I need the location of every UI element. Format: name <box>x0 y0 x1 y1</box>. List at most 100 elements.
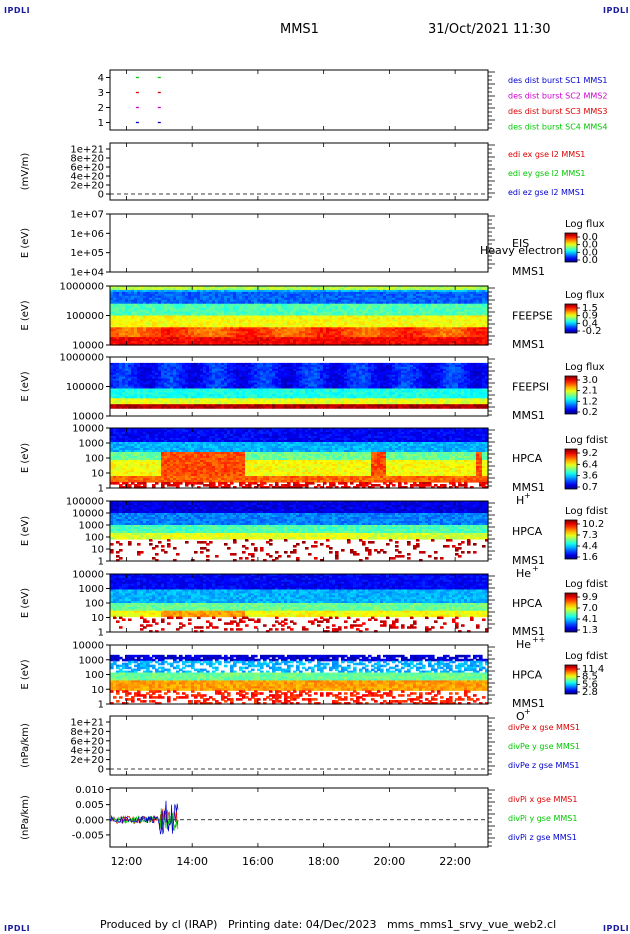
burst-ytick-label: 1 <box>98 118 104 129</box>
eis-colorbar-title: Log flux <box>565 219 605 230</box>
edi-ytick-label: 2e+20 <box>70 181 104 192</box>
hpca_he2-ytick-label: 1000 <box>79 584 104 595</box>
eis-panel: 1e+04 1e+05 1e+06 1e+07 E (eV) EIS MMS1 Heavy e… <box>20 210 605 279</box>
feepse-colorbar <box>564 303 578 334</box>
divpi-legend-entry: divPi x gse MMS1 <box>508 795 577 804</box>
x-tick-label: 16:00 <box>242 855 274 868</box>
feepse-colorbar-tick: 1.5 <box>582 303 598 314</box>
divpe-legend-entry: divPe z gse MMS1 <box>508 761 579 770</box>
page-date: 31/Oct/2021 11:30 <box>428 22 551 37</box>
feepsi-instrument-label: FEEPSI <box>512 381 549 394</box>
eis-spacecraft-label: MMS1 <box>512 265 545 278</box>
divpe-ytick-label: 4e+20 <box>70 746 104 757</box>
edi-frame <box>109 142 489 201</box>
hpca_h-ytick-label: 1 <box>98 484 104 495</box>
hpca_o-species-label: O <box>516 710 525 723</box>
hpca_he2-spectrogram <box>110 574 489 633</box>
divpi-panel: -0.005 0.000 0.005 0.010 (nPa/km) divPi x gse… <box>20 785 577 848</box>
feepsi-colorbar <box>564 375 578 415</box>
burst-ytick-label: 2 <box>98 103 104 114</box>
feepsi-spacecraft-label: MMS1 <box>512 409 545 422</box>
hpca_o-colorbar-title: Log fdist <box>565 651 608 662</box>
eis-instrument-label: EIS <box>512 237 529 250</box>
edi-legend-entry: edi ey gse l2 MMS1 <box>508 169 586 178</box>
burst-ytick-label: 4 <box>98 73 104 84</box>
hpca_h-instrument-label: HPCA <box>512 452 543 465</box>
divpi-ytick-label: 0.010 <box>75 785 104 796</box>
divpe-ytick-label: 2e+20 <box>70 755 104 766</box>
edi-legend-entry: edi ez gse l2 MMS1 <box>508 188 585 197</box>
hpca_he-ytick-label: 10 <box>91 545 104 556</box>
hpca_o-ytick-label: 10 <box>91 685 104 696</box>
divpe-ytick-label: 6e+20 <box>70 736 104 747</box>
burst-legend-entry: des dist burst SC1 MMS1 <box>508 76 607 85</box>
divpe-ytick-label: 0 <box>98 765 104 776</box>
edi-ytick-label: 0 <box>98 190 104 201</box>
hpca_h-spectrogram <box>110 428 489 489</box>
divpe-ylabel: (nPa/km) <box>20 723 31 768</box>
feepsi-colorbar-tick: 0.2 <box>582 407 598 418</box>
feepsi-ytick-label: 100000 <box>66 382 104 393</box>
hpca_o-ytick-label: 100 <box>85 670 104 681</box>
feepse-instrument-label: FEEPSE <box>512 310 553 323</box>
divpi-legend-entry: divPi z gse MMS1 <box>508 833 577 842</box>
hpca_h-ytick-label: 100 <box>85 454 104 465</box>
feepsi-ylabel: E (eV) <box>20 371 31 401</box>
burst-panel: 1 2 3 4 des dist burst SC1 MMS1 des dist burs… <box>98 69 607 132</box>
hpca_h-ytick-label: 1000 <box>79 439 104 450</box>
edi-ytick-label: 6e+20 <box>70 163 104 174</box>
feepsi-colorbar-tick: 2.1 <box>582 386 598 397</box>
divpi-series-z <box>109 800 179 835</box>
hpca_he-colorbar-title: Log fdist <box>565 506 608 517</box>
hpca_he-species-charge: + <box>532 564 539 573</box>
hpca_he2-ylabel: E (eV) <box>20 588 31 618</box>
burst-frame <box>109 69 489 131</box>
hpca_he2-ytick-label: 100 <box>85 599 104 610</box>
hpca_he-spacecraft-label: MMS1 <box>512 554 545 567</box>
hpca_h-colorbar-tick: 6.4 <box>582 459 598 470</box>
hpca_he-ytick-label: 100 <box>85 533 104 544</box>
hpca_he-spectrogram <box>110 501 489 562</box>
x-tick-label: 12:00 <box>111 855 143 868</box>
hpca_he2-ytick-label: 10000 <box>72 570 104 581</box>
hpca_he2-spacecraft-label: MMS1 <box>512 625 545 638</box>
feepsi-colorbar-title: Log flux <box>565 362 605 373</box>
hpca_o-spectrogram <box>110 654 489 705</box>
feepse-panel: 10000 100000 1000000 E (eV) FEEPSE MMS1 Log fl… <box>20 282 605 352</box>
hpca_o-colorbar-tick: 11.4 <box>582 664 604 675</box>
corner-label-bl: IPDLI <box>4 924 31 933</box>
divpi-ytick-label: -0.005 <box>72 830 104 841</box>
hpca_o-colorbar-tick: 5.6 <box>582 679 598 690</box>
divpi-ylabel: (nPa/km) <box>20 795 31 840</box>
hpca_he-colorbar <box>564 519 578 560</box>
eis-ytick-label: 1e+07 <box>70 210 104 221</box>
hpca_h-species-label: H <box>516 494 524 507</box>
hpca_h-colorbar-tick: 0.7 <box>582 482 598 493</box>
hpca_h-colorbar <box>564 448 578 490</box>
feepse-spacecraft-label: MMS1 <box>512 338 545 351</box>
feepse-ytick-label: 100000 <box>66 311 104 322</box>
hpca_o-ytick-label: 1000 <box>79 655 104 666</box>
feepsi-ytick-label: 1000000 <box>59 353 104 364</box>
hpca_o-ylabel: E (eV) <box>20 659 31 689</box>
hpca_he-ytick-label: 1000 <box>79 521 104 532</box>
feepse-colorbar-tick: 0.4 <box>582 318 598 329</box>
hpca_o-ytick-label: 10000 <box>72 641 104 652</box>
hpca_o-ytick-label: 1 <box>98 700 104 711</box>
hpca_he2-ytick-label: 1 <box>98 628 104 639</box>
hpca_h-colorbar-title: Log fdist <box>565 435 608 446</box>
x-tick-label: 20:00 <box>374 855 406 868</box>
eis-frame <box>109 213 489 273</box>
hpca_h-spacecraft-label: MMS1 <box>512 481 545 494</box>
feepse-colorbar-tick: 0.9 <box>582 311 598 322</box>
hpca_he2-species-label: He <box>516 638 531 651</box>
hpca_h-ytick-label: 10000 <box>72 424 104 435</box>
feepse-ylabel: E (eV) <box>20 300 31 330</box>
hpca_o-colorbar-tick: 2.8 <box>582 687 598 698</box>
hpca_h-species-charge: + <box>524 491 531 500</box>
hpca_o-species-charge: + <box>524 707 531 716</box>
hpca_he-colorbar-tick: 7.3 <box>582 530 598 541</box>
feepse-ytick-label: 1000000 <box>59 282 104 293</box>
